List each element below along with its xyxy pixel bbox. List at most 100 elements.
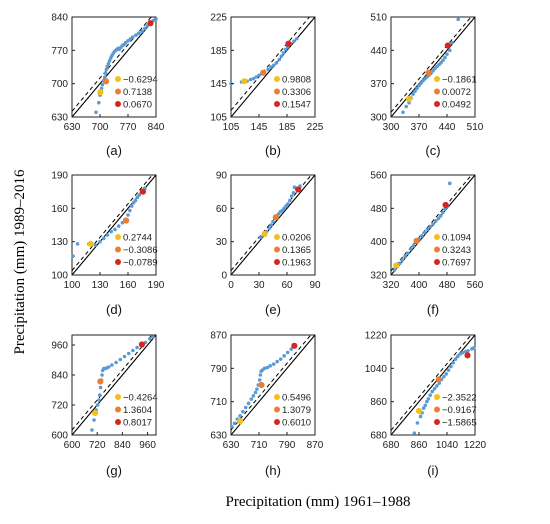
legend-value-2: 0.7138 (123, 87, 152, 98)
data-point (106, 365, 111, 369)
data-point (413, 89, 417, 94)
data-point (438, 214, 443, 218)
panel-label: (a) (106, 143, 122, 158)
legend-value-2: 0.1365 (282, 245, 311, 256)
highlight-point-1 (261, 230, 268, 237)
legend-marker-3 (115, 419, 121, 425)
highlight-point-2 (260, 69, 267, 76)
legend-value-2: 0.3243 (442, 245, 471, 256)
data-point (428, 393, 433, 397)
plot-frame (230, 174, 316, 276)
data-point (243, 405, 248, 410)
legend-value-1: 0.5496 (282, 393, 311, 404)
data-point (151, 335, 155, 339)
data-point (424, 399, 429, 404)
data-point (266, 67, 270, 72)
data-point (248, 77, 253, 82)
legend-marker-3 (115, 101, 121, 107)
legend-marker-1 (274, 76, 280, 82)
data-point (456, 354, 460, 359)
data-point (446, 368, 451, 372)
legend-value-2: 1.3604 (123, 405, 152, 416)
legend-marker-3 (115, 259, 121, 265)
y-tick-label: 185 (210, 46, 227, 57)
y-tick-label: 480 (370, 204, 387, 215)
data-point (275, 359, 280, 364)
legend-marker-3 (274, 101, 280, 107)
y-tick-label: 30 (216, 237, 228, 248)
highlight-point-3 (442, 201, 449, 209)
legend-marker-2 (115, 406, 121, 413)
x-tick-label: 160 (120, 280, 137, 291)
plot-frame (230, 334, 316, 436)
legend-value-2: −0.3086 (123, 245, 158, 256)
x-tick-label: 860 (411, 440, 428, 451)
data-point (257, 378, 262, 382)
y-tick-label: 960 (51, 341, 68, 352)
data-point (269, 65, 273, 69)
data-point (154, 17, 158, 21)
data-point (428, 224, 433, 229)
data-point (471, 346, 476, 350)
panel-label: (i) (427, 463, 439, 478)
data-point (90, 428, 94, 432)
highlight-point-2 (425, 69, 432, 76)
legend-marker-3 (434, 419, 440, 425)
x-tick-label: 480 (439, 280, 456, 291)
y-tick-label: 710 (210, 397, 227, 408)
data-point (439, 60, 443, 65)
x-tick-label: 90 (309, 280, 321, 291)
y-tick-label: 510 (370, 13, 387, 24)
data-point (238, 414, 242, 418)
plot-frame (71, 174, 157, 276)
y-tick-label: 190 (51, 171, 68, 182)
data-point (241, 409, 245, 414)
legend-marker-3 (274, 419, 280, 425)
legend-value-3: 0.0492 (442, 100, 471, 111)
data-point (103, 71, 108, 75)
data-point (420, 234, 424, 238)
highlight-point-3 (444, 42, 451, 49)
data-point (404, 104, 409, 109)
data-point (262, 366, 267, 371)
x-tick-label: 30 (253, 280, 265, 291)
legend-marker-2 (274, 88, 280, 95)
x-tick-label: 185 (279, 122, 296, 133)
panel-label: (c) (425, 143, 440, 158)
data-point (400, 258, 405, 262)
x-axis-title: Precipitation (mm) 1961–1988 (226, 494, 411, 510)
data-point (113, 227, 117, 232)
data-point (103, 75, 107, 79)
data-point (450, 40, 454, 45)
legend-value-1: 0.1094 (442, 233, 471, 244)
x-tick-label: 130 (92, 280, 109, 291)
data-point (271, 63, 276, 68)
highlight-point-2 (123, 217, 130, 224)
highlight-point-3 (464, 352, 471, 359)
x-tick-label: 840 (114, 440, 131, 451)
data-point (140, 29, 144, 34)
identity-line (391, 17, 475, 117)
data-point (258, 373, 263, 377)
legend-value-3: 0.1547 (282, 100, 311, 111)
legend-value-3: 0.8017 (123, 418, 152, 429)
legend-marker-1 (115, 394, 121, 400)
x-tick-label: 60 (281, 280, 293, 291)
data-point (415, 421, 420, 425)
data-point (94, 110, 98, 115)
data-point (449, 364, 453, 369)
data-point (251, 394, 256, 398)
y-tick-label: 90 (216, 171, 228, 182)
data-point (448, 181, 452, 186)
x-tick-label: 225 (307, 122, 324, 133)
panel-label: (b) (265, 143, 281, 158)
legend-value-3: 0.7697 (442, 258, 471, 269)
data-point (107, 59, 112, 63)
data-point (423, 403, 428, 408)
data-point (105, 64, 109, 69)
data-point (126, 213, 130, 217)
legend-value-1: −0.6294 (123, 75, 158, 86)
data-point (106, 61, 111, 66)
